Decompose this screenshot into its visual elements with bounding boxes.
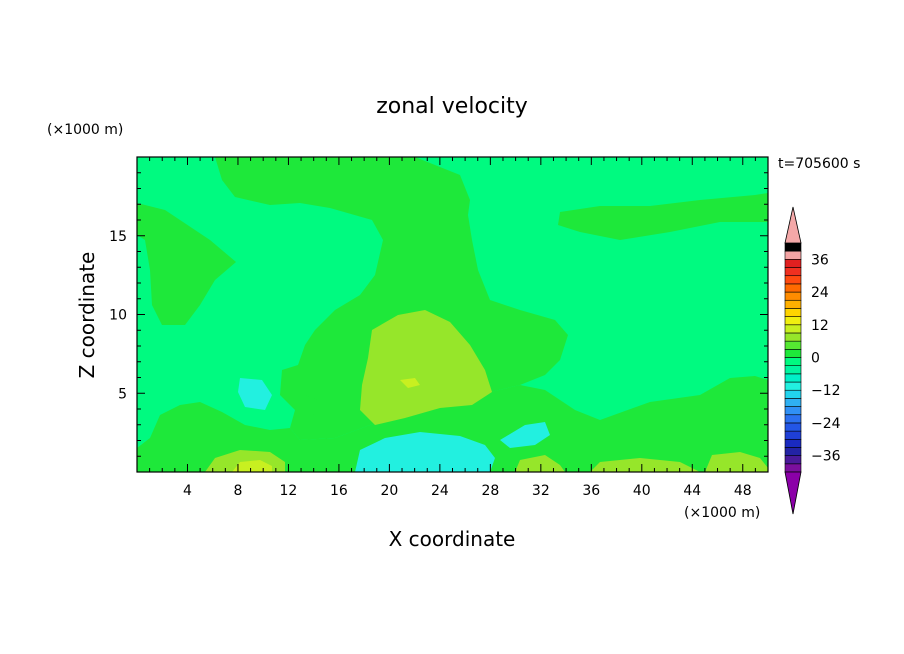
colorbar-swatch	[784, 455, 802, 465]
z-unit-label: (×1000 m)	[47, 122, 123, 138]
colorbar-swatch	[784, 308, 802, 317]
colorbar-swatch	[784, 349, 802, 358]
colorbar-swatch	[784, 275, 802, 285]
colorbar-tick-label: 36	[811, 252, 829, 268]
colorbar-swatch	[784, 250, 802, 260]
contour-region-small-patch	[302, 395, 322, 415]
colorbar-swatch	[784, 430, 802, 440]
colorbar-swatch	[784, 259, 802, 268]
contour-region-lower-band	[137, 376, 768, 472]
colorbar-swatch	[784, 332, 802, 342]
x-tick-label: 32	[532, 483, 550, 499]
contour-region-left-lobe	[137, 203, 236, 325]
colorbar-swatch	[784, 438, 802, 448]
contour-region-negative-patch-1	[238, 378, 272, 410]
colorbar-under-arrow	[784, 471, 802, 515]
x-tick-label: 36	[582, 483, 600, 499]
colorbar-swatch	[784, 242, 802, 252]
colorbar-over-arrow	[784, 206, 802, 244]
colorbar-swatch	[784, 291, 802, 301]
y-axis-label: Z coordinate	[75, 252, 99, 379]
colorbar-swatch	[784, 357, 802, 366]
x-unit-label: (×1000 m)	[684, 505, 760, 521]
chart-title: zonal velocity	[376, 94, 528, 119]
colorbar-swatch	[784, 365, 802, 375]
colorbar-swatch	[784, 463, 802, 473]
colorbar-tick-label: −12	[811, 383, 841, 399]
x-tick-label: 40	[633, 483, 651, 499]
colorbar-swatch	[784, 299, 802, 309]
colorbar-swatch	[784, 316, 802, 326]
x-tick-label: 20	[380, 483, 398, 499]
contour-region-core	[360, 310, 492, 425]
colorbar-swatch	[784, 414, 802, 424]
x-tick-label: 8	[233, 483, 242, 499]
colorbar-swatch	[784, 406, 802, 416]
y-tick-label: 15	[109, 229, 127, 245]
time-label: t=705600 s	[778, 156, 860, 172]
colorbar-tick-label: 0	[811, 351, 820, 367]
colorbar-swatch	[784, 398, 802, 407]
colorbar-tick-label: 12	[811, 318, 829, 334]
x-axis-label: X coordinate	[389, 527, 516, 551]
contour-region-negative-patch-2	[500, 422, 550, 448]
contour-region-positive-surface-2	[232, 460, 272, 472]
colorbar-tick-label: −36	[811, 449, 841, 465]
contour-region-positive-surface-4	[590, 458, 700, 472]
x-tick-label: 24	[431, 483, 449, 499]
y-tick-label: 10	[109, 308, 127, 324]
colorbar-swatch	[784, 447, 802, 456]
y-tick-label: 5	[118, 386, 127, 402]
contour-region-right-band	[558, 193, 768, 240]
colorbar-swatch	[784, 373, 802, 383]
colorbar-tick-label: 24	[811, 285, 829, 301]
colorbar-swatch	[784, 283, 802, 293]
contour-region-core-spot	[400, 378, 420, 388]
colorbar: −36 −24 −12 0 12 24 36	[784, 206, 841, 515]
colorbar-swatch	[784, 389, 802, 399]
colorbar-swatch	[784, 324, 802, 334]
y-axis-ticks: 5 10 15	[109, 172, 768, 457]
x-tick-label: 16	[330, 483, 348, 499]
x-tick-label: 4	[183, 483, 192, 499]
colorbar-tick-label: −24	[811, 416, 841, 432]
x-tick-label: 44	[683, 483, 701, 499]
colorbar-swatch	[784, 340, 802, 350]
x-tick-label: 12	[280, 483, 298, 499]
contour-field	[137, 157, 768, 472]
contour-region-negative-surface	[355, 432, 495, 472]
x-tick-label: 48	[734, 483, 752, 499]
colorbar-swatch	[784, 422, 802, 432]
x-axis-ticks: 4 8 12 16 20 24 28 32 36 40 44 48	[149, 157, 756, 499]
contour-region-positive-surface-3	[515, 455, 565, 472]
colorbar-swatch	[784, 381, 802, 391]
contour-region-positive-surface-5	[705, 452, 768, 472]
x-tick-label: 28	[481, 483, 499, 499]
colorbar-swatch	[784, 267, 802, 277]
